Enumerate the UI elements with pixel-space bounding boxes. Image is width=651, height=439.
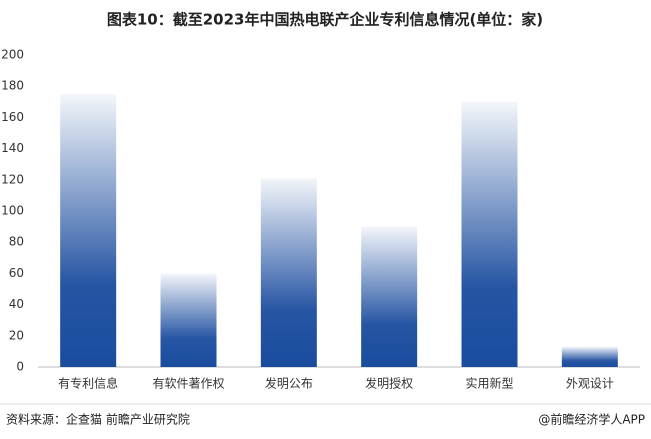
source: 资料来源：企查猫 前瞻产业研究院 bbox=[6, 412, 190, 427]
x-tick-label: 有专利信息 bbox=[58, 376, 118, 391]
x-tick-label: 外观设计 bbox=[566, 377, 614, 391]
bar bbox=[461, 101, 518, 368]
bar bbox=[561, 346, 618, 367]
x-tick-label: 有软件著作权 bbox=[152, 377, 224, 391]
bar bbox=[361, 226, 418, 367]
y-tick-label: 80 bbox=[9, 235, 24, 249]
y-tick-label: 160 bbox=[1, 110, 24, 124]
y-tick-label: 200 bbox=[1, 48, 24, 62]
x-tick-label: 发明公布 bbox=[265, 376, 313, 391]
y-tick-label: 120 bbox=[1, 172, 24, 186]
y-tick-label: 140 bbox=[1, 141, 24, 155]
bar bbox=[60, 94, 117, 367]
y-tick-label: 180 bbox=[1, 79, 24, 93]
chart-title: 图表10：截至2023年中国热电联产企业专利信息情况(单位：家) bbox=[107, 11, 543, 29]
y-tick-label: 60 bbox=[9, 266, 24, 280]
y-tick-label: 20 bbox=[9, 328, 24, 342]
y-tick-label: 100 bbox=[1, 204, 24, 218]
credit: @前瞻经济学人APP bbox=[538, 412, 645, 427]
x-tick-label: 实用新型 bbox=[465, 376, 513, 391]
y-tick-label: 0 bbox=[16, 360, 24, 374]
y-tick-label: 40 bbox=[9, 297, 24, 311]
bar bbox=[260, 178, 317, 367]
x-tick-label: 发明授权 bbox=[365, 376, 413, 391]
bar bbox=[160, 273, 217, 367]
